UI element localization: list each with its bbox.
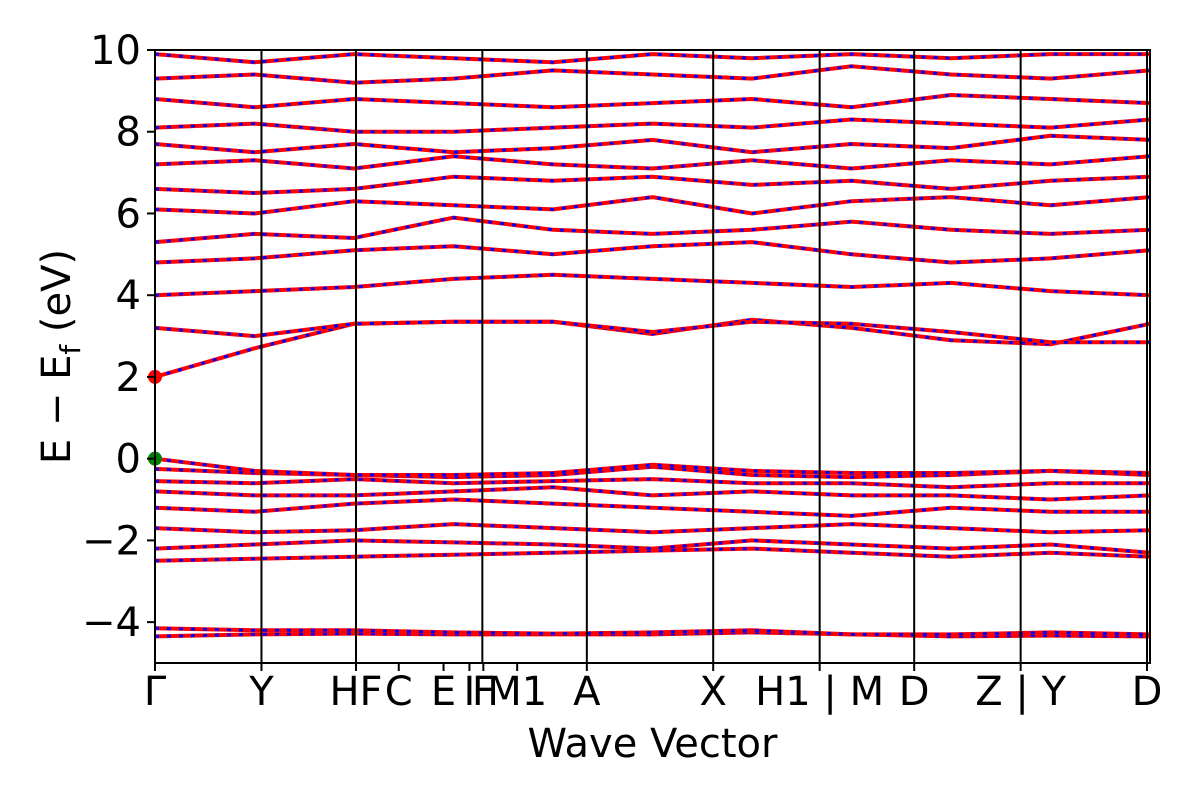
plot-frame (154, 49, 1151, 664)
band-spin-up-14 (154, 215, 1151, 245)
y-axis-label: E − Ef (eV) (34, 249, 87, 464)
band-spin-down-11 (154, 320, 1150, 344)
x-tick-label: HF (329, 669, 382, 715)
x-tick-label: C (385, 669, 413, 715)
band-spin-down-4 (154, 522, 1151, 534)
band-spin-down-16 (154, 175, 1151, 195)
band-spin-up-20 (154, 92, 1151, 110)
y-tick-label: 6 (116, 191, 141, 237)
band-spin-down-9 (154, 457, 1151, 477)
band-spin-down-7 (154, 477, 1150, 489)
band-spin-down-22 (154, 52, 1150, 64)
band-spin-up-18 (154, 133, 1151, 155)
y-tick-label: 8 (116, 110, 141, 156)
band-spin-down-5 (154, 497, 1150, 518)
band-spin-down-13 (154, 240, 1151, 265)
x-tick-label: Γ (144, 669, 167, 715)
band-spin-down-0 (154, 630, 1151, 638)
band-spin-down-17 (154, 154, 1151, 171)
x-tick-label: Z | Y (975, 669, 1066, 715)
band-spin-down-19 (154, 117, 1151, 134)
y-tick-label: 0 (116, 437, 141, 483)
band-spin-down-21 (154, 64, 1151, 85)
y-tick-label: 4 (116, 273, 141, 319)
band-spin-down-2 (154, 547, 1151, 563)
band-spin-up-13 (154, 240, 1151, 265)
x-axis-label: Wave Vector (528, 721, 779, 767)
band-spin-up-22 (154, 52, 1150, 65)
band-spin-up-11 (154, 319, 1150, 345)
band-spin-down-1 (154, 626, 1151, 636)
band-spin-up-19 (154, 117, 1151, 134)
x-tick-label: X (699, 669, 726, 715)
x-tick-label: E (431, 669, 456, 715)
band-spin-down-6 (154, 485, 1151, 502)
y-tick-label: −2 (82, 518, 141, 564)
band-spin-up-17 (154, 154, 1151, 171)
y-tick-label: 10 (90, 28, 141, 74)
x-tick-label: F (472, 669, 495, 715)
band-spin-up-7 (154, 477, 1150, 490)
x-tick-label: M1 (487, 669, 547, 715)
y-tick-label: −4 (82, 600, 141, 646)
band-spin-up-16 (154, 174, 1151, 196)
band-spin-up-5 (154, 497, 1150, 518)
band-spin-up-6 (154, 485, 1151, 502)
x-tick-label: D (899, 669, 930, 715)
band-lines (154, 52, 1151, 639)
band-spin-up-4 (154, 522, 1151, 535)
x-tick-label: Y (248, 669, 274, 715)
x-tick-label: I (464, 669, 476, 715)
y-axis-ticks: −4 −2 0 2 4 6 8 10 (82, 28, 155, 646)
band-spin-down-20 (154, 93, 1151, 109)
band-spin-down-12 (154, 273, 1151, 297)
x-tick-label: A (573, 669, 601, 715)
band-spin-up-12 (154, 272, 1151, 298)
x-tick-label: D (1132, 669, 1163, 715)
band-spin-down-3 (154, 538, 1151, 555)
y-tick-label: 2 (116, 355, 141, 401)
band-spin-up-15 (154, 195, 1151, 216)
x-tick-label: H1 | M (755, 669, 884, 715)
band-spin-up-21 (154, 64, 1151, 85)
